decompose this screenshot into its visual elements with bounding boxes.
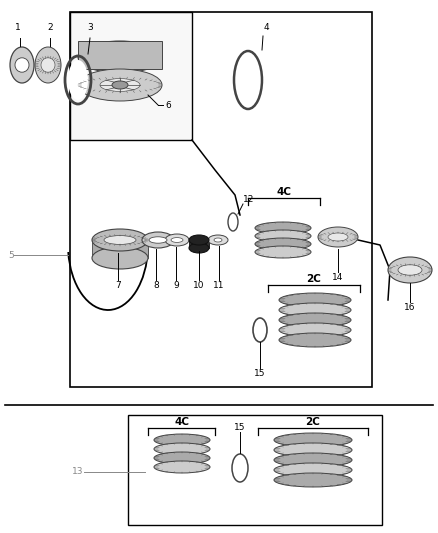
Ellipse shape — [10, 47, 34, 83]
Text: 3: 3 — [87, 23, 93, 33]
Ellipse shape — [255, 246, 311, 258]
Text: 12: 12 — [243, 196, 254, 205]
Ellipse shape — [92, 229, 148, 251]
Ellipse shape — [165, 234, 189, 246]
Text: 4C: 4C — [174, 417, 190, 427]
Text: 4: 4 — [263, 23, 269, 33]
Text: 2C: 2C — [307, 274, 321, 284]
Polygon shape — [189, 240, 209, 248]
Ellipse shape — [92, 247, 148, 269]
Text: 2C: 2C — [306, 417, 321, 427]
Text: 4C: 4C — [276, 187, 292, 197]
Text: 16: 16 — [404, 303, 416, 312]
Ellipse shape — [328, 233, 348, 241]
Ellipse shape — [279, 333, 351, 347]
Text: 1: 1 — [15, 23, 21, 33]
Ellipse shape — [279, 313, 351, 327]
Ellipse shape — [255, 230, 311, 242]
Ellipse shape — [255, 222, 311, 234]
Ellipse shape — [279, 293, 351, 307]
Text: 6: 6 — [165, 101, 171, 109]
Ellipse shape — [35, 47, 61, 83]
Ellipse shape — [154, 461, 210, 473]
Bar — [128, 415, 382, 525]
Bar — [70, 12, 192, 140]
Ellipse shape — [279, 323, 351, 337]
Ellipse shape — [112, 81, 128, 89]
Ellipse shape — [68, 60, 88, 100]
Text: 14: 14 — [332, 273, 344, 282]
Ellipse shape — [274, 473, 352, 487]
Bar — [70, 12, 372, 387]
Ellipse shape — [274, 433, 352, 447]
Text: 8: 8 — [153, 281, 159, 290]
Ellipse shape — [171, 238, 183, 243]
Text: 15: 15 — [234, 423, 246, 432]
Ellipse shape — [142, 232, 174, 248]
Ellipse shape — [15, 58, 29, 72]
Ellipse shape — [318, 227, 358, 247]
Text: 5: 5 — [8, 251, 14, 260]
Ellipse shape — [78, 41, 162, 73]
Ellipse shape — [189, 243, 209, 253]
Text: 11: 11 — [213, 281, 225, 290]
Text: 15: 15 — [254, 369, 266, 378]
Text: 10: 10 — [193, 281, 205, 290]
Ellipse shape — [274, 453, 352, 467]
Ellipse shape — [208, 235, 228, 245]
Ellipse shape — [274, 443, 352, 457]
Polygon shape — [78, 41, 162, 69]
Ellipse shape — [189, 235, 209, 245]
Polygon shape — [92, 240, 148, 258]
Ellipse shape — [255, 238, 311, 250]
Ellipse shape — [41, 58, 55, 72]
Text: 2: 2 — [47, 23, 53, 33]
Ellipse shape — [279, 303, 351, 317]
Ellipse shape — [154, 452, 210, 464]
Ellipse shape — [149, 237, 167, 243]
Ellipse shape — [154, 443, 210, 455]
Ellipse shape — [100, 78, 140, 91]
Ellipse shape — [78, 69, 162, 101]
Text: 9: 9 — [173, 281, 179, 290]
Ellipse shape — [398, 265, 422, 275]
Ellipse shape — [274, 463, 352, 477]
Text: 7: 7 — [115, 281, 121, 290]
Ellipse shape — [104, 236, 136, 245]
Text: 13: 13 — [72, 467, 84, 477]
Ellipse shape — [388, 257, 432, 283]
Ellipse shape — [214, 238, 222, 242]
Ellipse shape — [154, 434, 210, 446]
